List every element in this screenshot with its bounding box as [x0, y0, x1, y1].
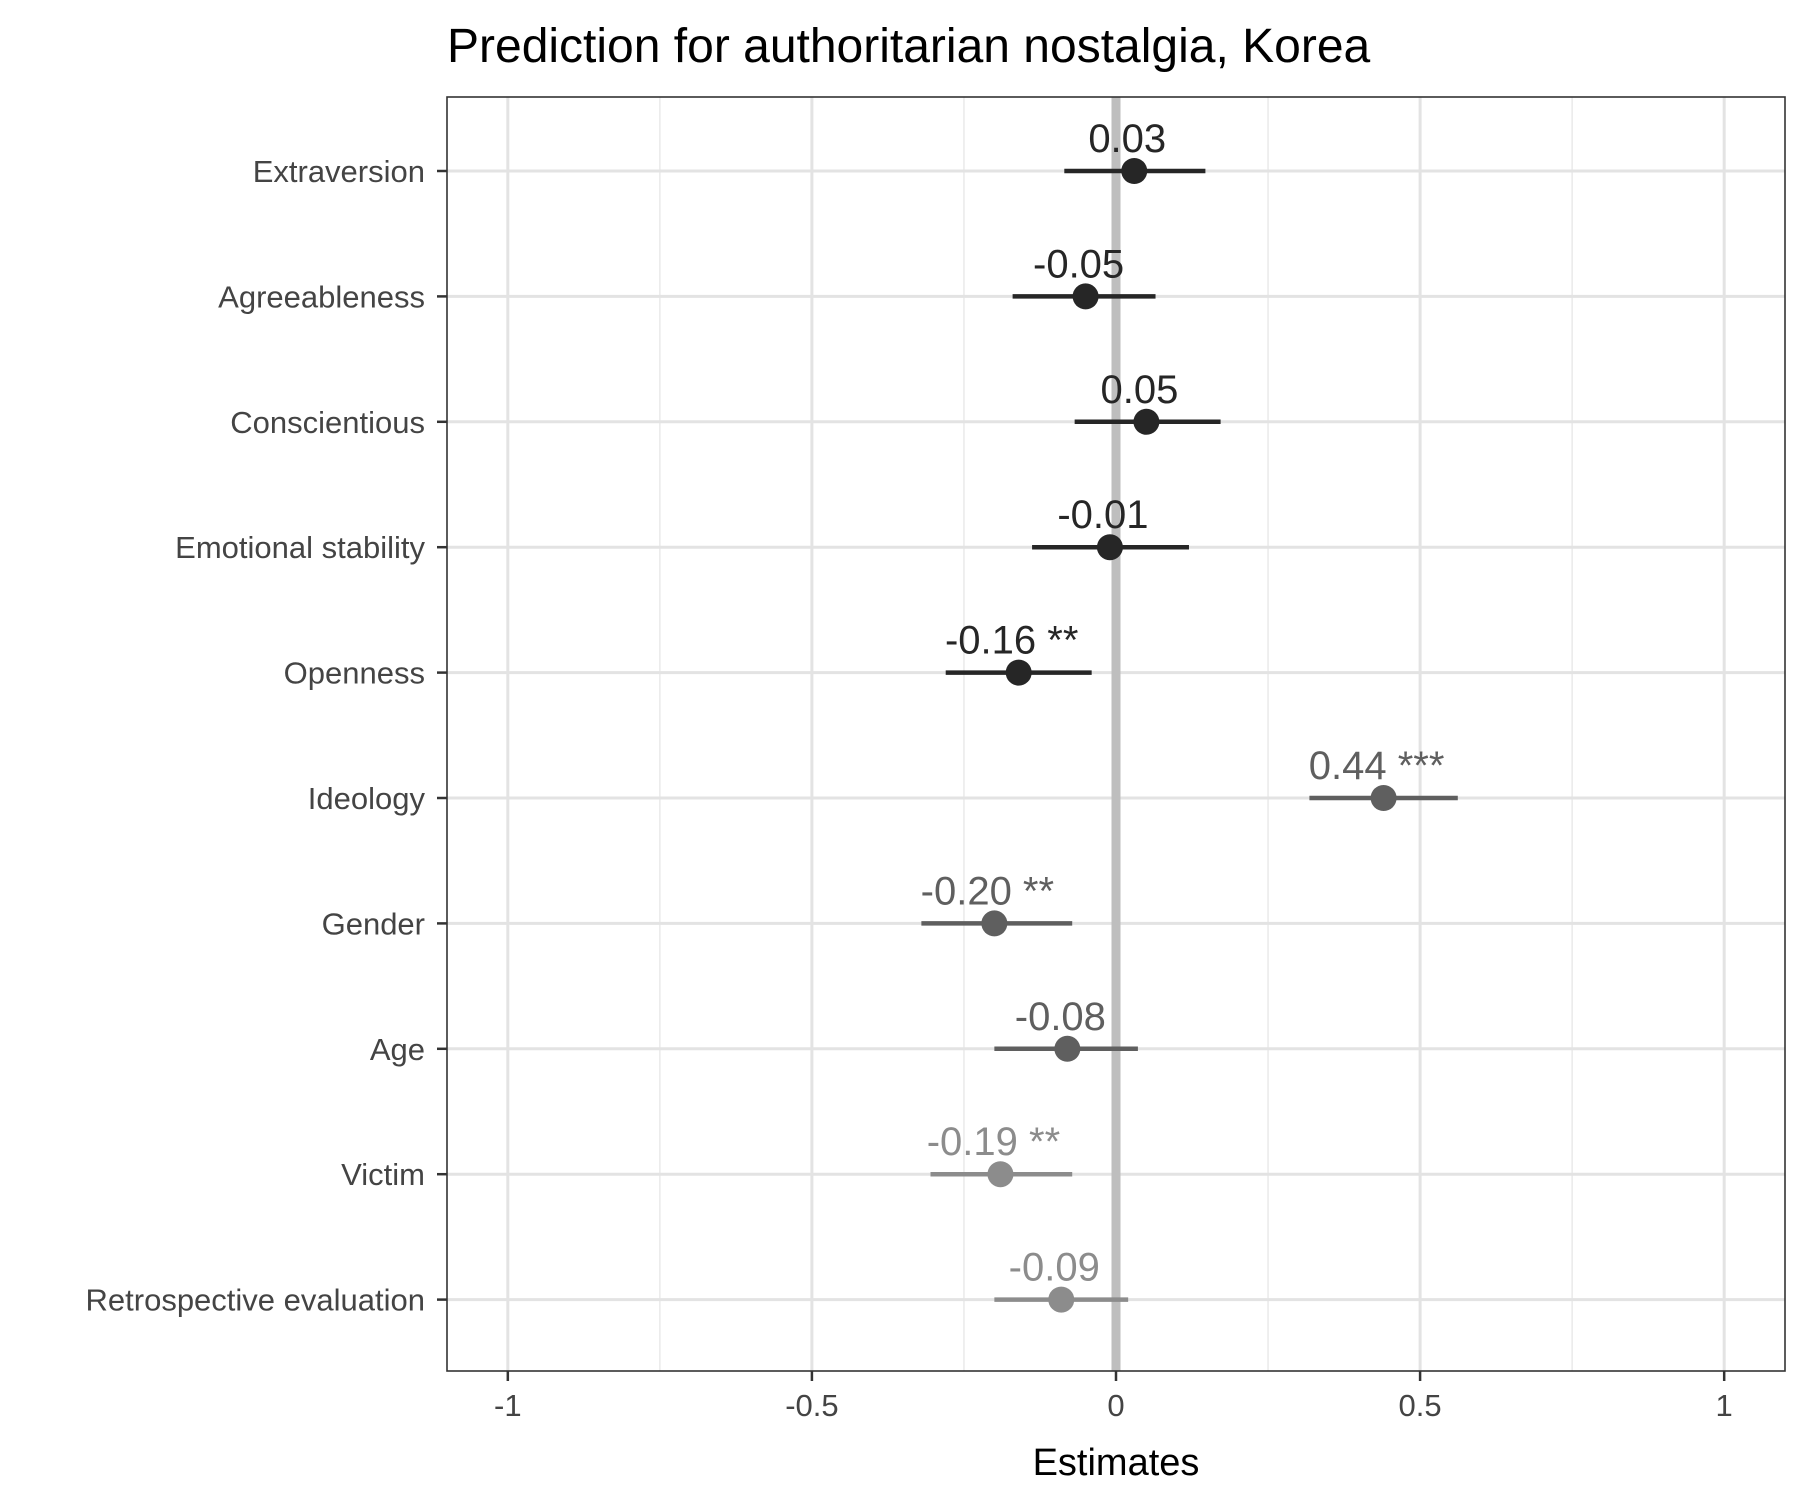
estimate-label: -0.09: [1009, 1246, 1100, 1290]
estimate-point: [981, 910, 1008, 937]
estimate-label: -0.08: [1015, 995, 1106, 1039]
x-tick-label: -1: [494, 1388, 522, 1423]
estimate-point: [1096, 534, 1123, 561]
y-tick-label: Victim: [341, 1157, 425, 1192]
x-tick-label: 1: [1716, 1388, 1733, 1423]
y-tick-label: Conscientious: [230, 405, 425, 440]
x-axis-title: Estimates: [1033, 1442, 1200, 1484]
estimate-point: [987, 1161, 1014, 1188]
y-tick-label: Openness: [284, 656, 425, 691]
estimate-label: 0.05: [1100, 368, 1178, 412]
estimate-row: -0.09: [994, 1246, 1129, 1313]
estimate-row: 0.03: [1064, 117, 1206, 184]
estimate-row: 0.05: [1074, 368, 1221, 435]
estimate-point: [1005, 659, 1032, 686]
estimate-label: -0.05: [1033, 242, 1124, 286]
y-tick-label: Emotional stability: [175, 530, 425, 565]
y-tick-label: Gender: [322, 906, 425, 941]
y-tick-label: Age: [370, 1032, 425, 1067]
estimate-row: -0.20 **: [921, 869, 1073, 937]
x-tick-label: 0: [1107, 1388, 1124, 1423]
estimate-label: -0.16 **: [945, 619, 1078, 663]
estimate-label: 0.44 ***: [1309, 744, 1445, 788]
y-tick-label: Extraversion: [253, 154, 425, 189]
estimate-point: [1048, 1286, 1075, 1313]
estimate-point: [1370, 785, 1397, 811]
estimate-row: 0.44 ***: [1309, 744, 1458, 811]
x-tick-label: -0.5: [785, 1388, 838, 1423]
estimate-point: [1054, 1035, 1081, 1062]
estimate-row: -0.01: [1032, 493, 1189, 561]
estimate-row: -0.16 **: [945, 619, 1092, 686]
y-tick-label: Agreeableness: [218, 279, 425, 314]
y-tick-label: Ideology: [308, 781, 426, 816]
chart-title: Prediction for authoritarian nostalgia, …: [447, 20, 1371, 73]
estimate-point: [1121, 158, 1148, 184]
estimate-marks: 0.03 -0.05 0.05 -0.01 -0.16 ** 0.44 *** -0.20 …: [921, 117, 1458, 1313]
x-tick-label: 0.5: [1399, 1388, 1442, 1423]
axes: Extraversion Agreeableness Conscientious Em…: [86, 154, 1733, 1423]
estimate-row: -0.19 **: [927, 1120, 1073, 1188]
estimate-point: [1133, 408, 1160, 435]
estimate-point: [1072, 283, 1099, 310]
estimate-row: -0.05: [1012, 242, 1156, 310]
estimate-label: -0.20 **: [921, 869, 1054, 913]
estimate-label: -0.19 **: [927, 1120, 1060, 1164]
y-tick-label: Retrospective evaluation: [86, 1283, 425, 1318]
estimate-row: -0.08: [994, 995, 1138, 1062]
estimate-label: -0.01: [1057, 493, 1148, 537]
estimate-label: 0.03: [1088, 117, 1166, 161]
